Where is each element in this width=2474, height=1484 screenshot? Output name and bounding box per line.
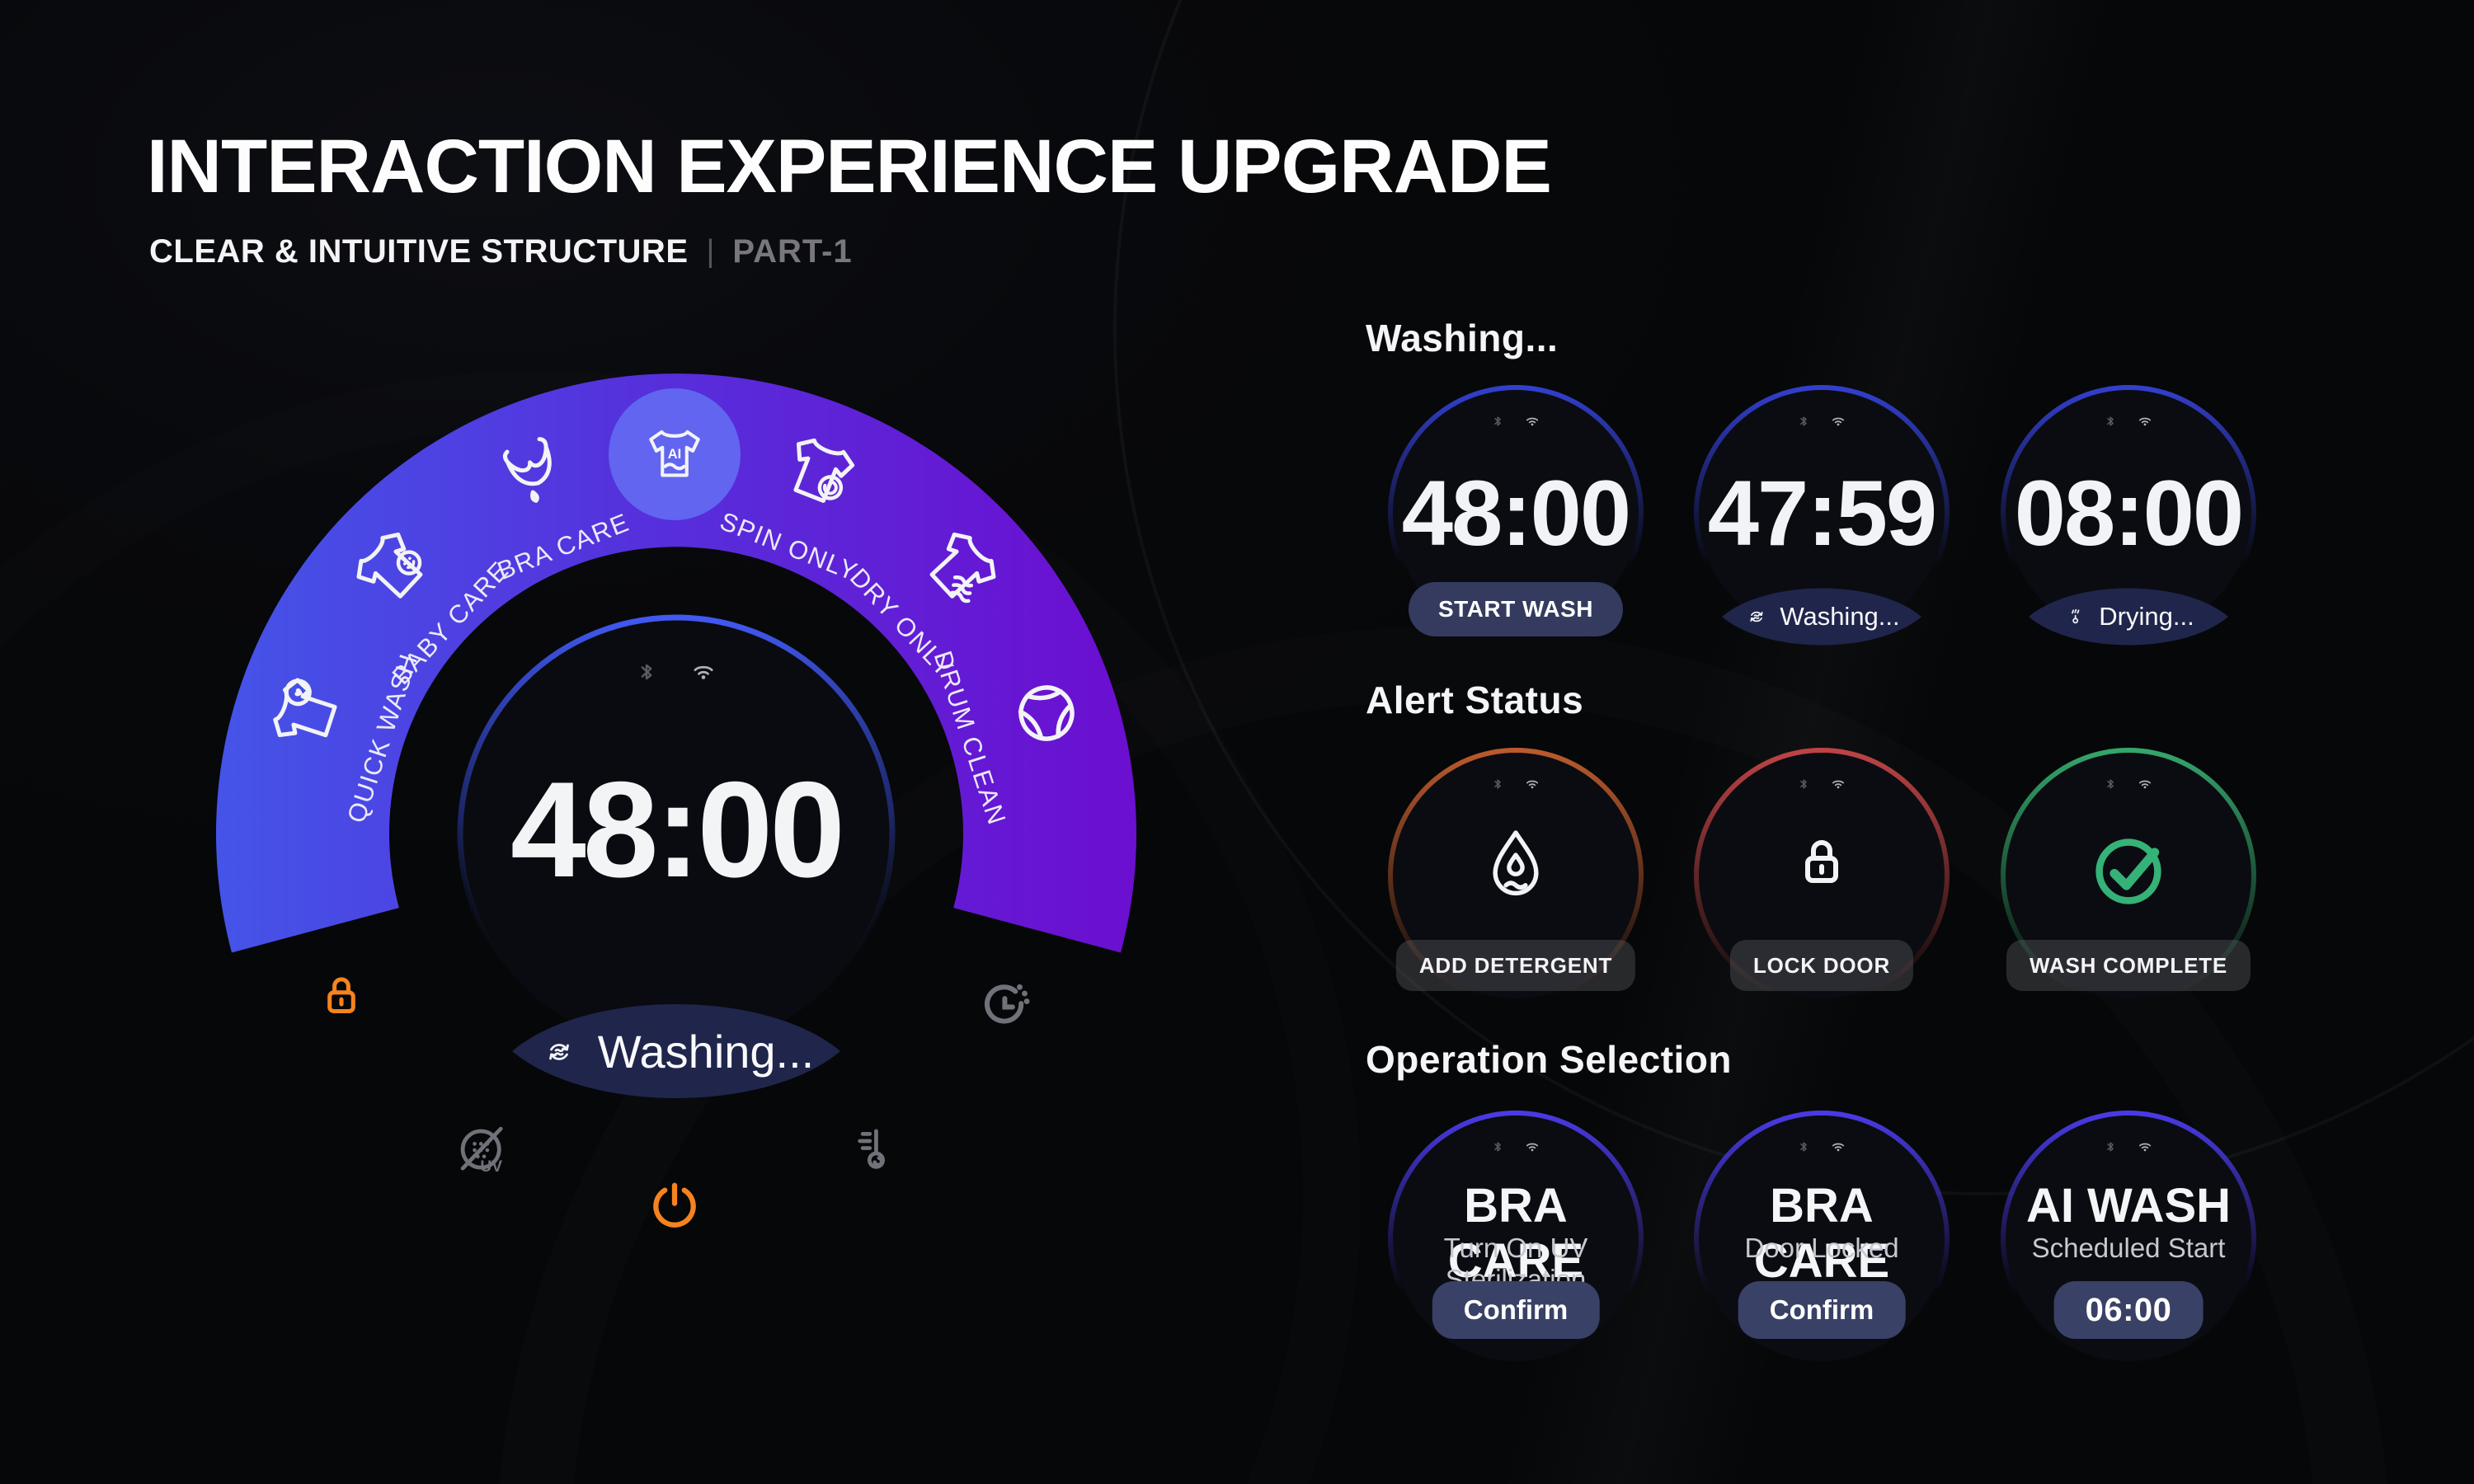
widget-ai-wash-schedule: AI WASH Scheduled Start 06:00: [2001, 1111, 2256, 1366]
add-detergent-label: ADD DETERGENT: [1395, 940, 1636, 991]
check-circle-icon: [2078, 821, 2179, 922]
washing-status-pill: Washing...: [1719, 572, 1925, 661]
uv-badge: UV: [480, 1158, 502, 1176]
section-heading-operation-selection: Operation Selection: [1366, 1038, 1733, 1081]
lock-icon: [307, 961, 376, 1031]
connectivity-status: [2006, 1135, 2251, 1158]
connectivity-status: [1699, 1135, 1945, 1158]
spin-cycle-icon: [1743, 603, 1770, 630]
child-lock-button[interactable]: [307, 961, 376, 1033]
status-label: Washing...: [1780, 602, 1900, 631]
power-button[interactable]: [640, 1172, 709, 1243]
widget-start-wash: 48:00 START WASH: [1388, 385, 1644, 641]
connectivity-status: [1393, 773, 1639, 796]
bluetooth-icon: [2100, 1137, 2120, 1157]
wifi-icon: [2133, 1135, 2157, 1158]
wifi-icon: [1521, 773, 1544, 796]
bluetooth-icon: [1488, 774, 1507, 794]
power-icon: [640, 1172, 709, 1241]
program-arc-band: [216, 373, 1136, 953]
drying-icon: [2062, 603, 2089, 630]
drying-status-pill: Drying...: [2025, 572, 2232, 661]
bluetooth-icon: [630, 655, 663, 688]
confirm-button[interactable]: Confirm: [1432, 1281, 1600, 1339]
page-subtitle: CLEAR & INTUITIVE STRUCTURE: [149, 233, 689, 270]
door-lock-icon: [1780, 821, 1863, 904]
bluetooth-icon: [1794, 411, 1813, 431]
selected-program-highlight: [609, 388, 741, 520]
bluetooth-icon: [2100, 774, 2120, 794]
section-heading-alert-status: Alert Status: [1366, 679, 1584, 721]
status-label: Drying...: [2099, 602, 2194, 631]
bluetooth-icon: [2100, 411, 2120, 431]
connectivity-status: [2006, 410, 2251, 433]
detergent-drop-icon: [1471, 821, 1560, 910]
thermometer-icon: [833, 1115, 904, 1186]
connectivity-status: [1393, 410, 1639, 433]
wifi-icon: [1521, 1135, 1544, 1158]
confirm-button[interactable]: Confirm: [1738, 1281, 1906, 1339]
wifi-icon: [1521, 410, 1544, 433]
wifi-icon: [2133, 773, 2157, 796]
spin-cycle-icon: [539, 1031, 580, 1073]
program-ai-wash[interactable]: AI: [651, 432, 698, 475]
bluetooth-icon: [1794, 774, 1813, 794]
status-lens-shape: [512, 1004, 840, 1098]
wash-complete-label: WASH COMPLETE: [2006, 940, 2251, 991]
program-title: AI WASH: [2025, 1179, 2232, 1233]
widget-drying: 08:00 Drying...: [2001, 385, 2256, 646]
ai-wash-shirt-icon: AI: [651, 432, 698, 475]
remaining-time: 47:59: [1707, 462, 1937, 565]
widget-bra-care-uv: BRA CARE Turn On UV Sterilization Confir…: [1388, 1111, 1644, 1366]
connectivity-status: [1699, 773, 1945, 796]
delay-start-button[interactable]: [971, 969, 1042, 1042]
dial-connectivity-status: [610, 653, 742, 691]
dial-status-pill: Washing...: [507, 979, 845, 1124]
wifi-icon: [1827, 773, 1850, 796]
ai-badge: AI: [668, 447, 681, 462]
temperature-button[interactable]: [833, 1115, 904, 1189]
subtitle-separator: |: [706, 234, 715, 269]
wifi-icon: [1827, 1135, 1850, 1158]
program-dial: QUICK WASH BABY CARE BRA CARE AI SPIN ON…: [216, 373, 1136, 1053]
connectivity-status: [1699, 410, 1945, 433]
wifi-icon: [1827, 410, 1850, 433]
program-title: BRA CARE: [1753, 1179, 1890, 1288]
bluetooth-icon: [1488, 1137, 1507, 1157]
dial-remaining-time: 48:00: [510, 754, 845, 905]
wifi-icon: [2133, 410, 2157, 433]
connectivity-status: [2006, 773, 2251, 796]
widget-lock-door: LOCK DOOR: [1694, 748, 1950, 1003]
program-subtitle: Scheduled Start: [2031, 1233, 2226, 1263]
dial-status-label: Washing...: [597, 1026, 815, 1078]
start-wash-button[interactable]: START WASH: [1408, 582, 1624, 636]
delay-timer-icon: [971, 969, 1042, 1040]
widget-wash-complete: WASH COMPLETE: [2001, 748, 2256, 1003]
widget-washing: 47:59 Washing...: [1694, 385, 1950, 646]
page-title: INTERACTION EXPERIENCE UPGRADE: [147, 124, 1552, 209]
connectivity-status: [1393, 1135, 1639, 1158]
section-heading-washing: Washing...: [1366, 317, 1559, 359]
lock-door-label: LOCK DOOR: [1729, 940, 1914, 991]
bluetooth-icon: [1794, 1137, 1813, 1157]
scheduled-time-button[interactable]: 06:00: [2053, 1281, 2204, 1339]
remaining-time: 08:00: [2014, 462, 2244, 565]
wifi-icon: [684, 653, 722, 691]
uv-sterilization-button[interactable]: UV: [445, 1111, 524, 1193]
widget-add-detergent: ADD DETERGENT: [1388, 748, 1644, 1003]
part-label: PART-1: [732, 233, 853, 270]
remaining-time: 48:00: [1401, 462, 1631, 565]
uv-sterilization-off-icon: UV: [460, 1126, 503, 1176]
program-title: BRA CARE: [1447, 1179, 1584, 1288]
widget-bra-care-door: BRA CARE Door Locked Confirm: [1694, 1111, 1950, 1366]
program-subtitle: Door Locked: [1744, 1233, 1899, 1263]
page-subtitle-row: CLEAR & INTUITIVE STRUCTURE | PART-1: [149, 233, 853, 270]
bluetooth-icon: [1488, 411, 1507, 431]
